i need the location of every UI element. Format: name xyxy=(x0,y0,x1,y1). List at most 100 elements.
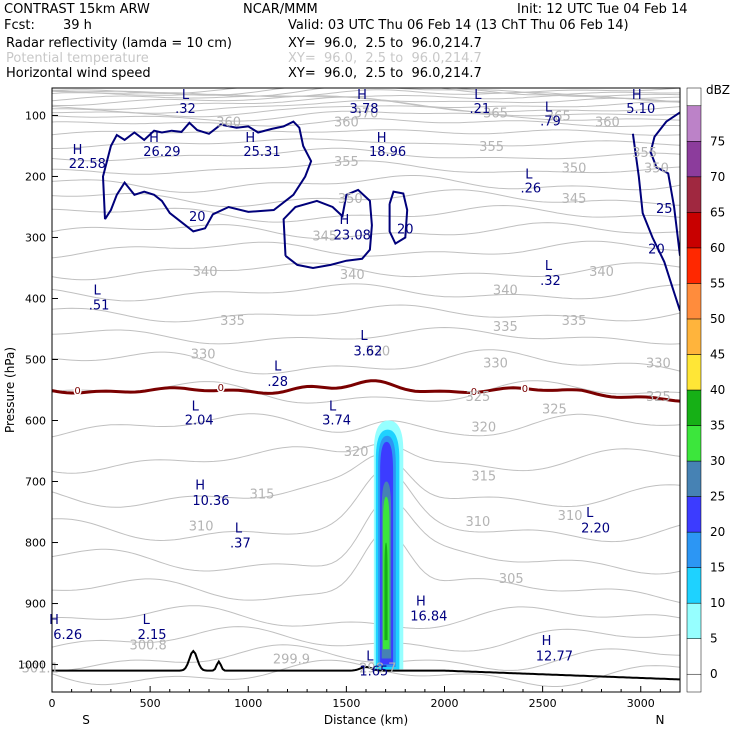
init-time: Init: 12 UTC Tue 04 Feb 14 xyxy=(517,2,688,17)
field-1-xy: XY= 96.0, 2.5 to 96.0,214.7 xyxy=(288,36,482,51)
colorbar-label: 5 xyxy=(710,632,718,646)
theta-label: 360 xyxy=(216,116,241,131)
theta-label: 345 xyxy=(312,230,337,245)
theta-label: 335 xyxy=(220,314,245,329)
chart-header: CONTRAST 15km ARW NCAR/MMM Init: 12 UTC … xyxy=(0,0,740,88)
fcst-value: 39 h xyxy=(63,18,92,33)
theta-label: 335 xyxy=(493,320,518,335)
wind-label: .79 xyxy=(540,114,561,129)
wind-label: 22.58 xyxy=(69,157,106,172)
y-tick-label: 900 xyxy=(25,598,46,611)
terrain-line xyxy=(52,649,680,681)
theta-contour xyxy=(52,413,680,438)
wind-label: H xyxy=(49,613,59,628)
org-label: NCAR/MMM xyxy=(243,2,318,17)
theta-label: 310 xyxy=(465,515,490,530)
colorbar-swatch xyxy=(686,247,702,284)
colorbar-swatch xyxy=(686,673,702,693)
theta-contours xyxy=(52,88,680,687)
zero-contour-label: 0 xyxy=(74,386,80,397)
theta-contour xyxy=(52,605,680,630)
theta-contour xyxy=(52,110,680,122)
reflectivity-band xyxy=(384,542,388,641)
y-tick-label: 700 xyxy=(25,476,46,489)
theta-label: 340 xyxy=(589,265,614,280)
colorbar-swatch xyxy=(686,389,702,426)
wind-label: .28 xyxy=(267,375,288,390)
wind-label: .51 xyxy=(89,299,110,314)
colorbar-swatch xyxy=(686,567,702,604)
wind-label: L xyxy=(586,506,594,521)
wind-label: L xyxy=(192,399,200,414)
colorbar-label: 10 xyxy=(710,596,725,610)
theta-label: 320 xyxy=(471,421,496,436)
theta-contour xyxy=(52,453,680,508)
zero-contour-label: 0 xyxy=(218,383,224,394)
y-tick-label: 600 xyxy=(25,415,46,428)
wind-label: 20 xyxy=(397,222,414,237)
theta-label: 340 xyxy=(493,283,518,298)
wind-label: L xyxy=(474,88,482,103)
theta-label: 315 xyxy=(250,488,275,503)
wind-label: H xyxy=(245,131,255,146)
wind-label: H xyxy=(73,143,83,158)
y-tick-label: 800 xyxy=(25,537,46,550)
theta-label: 330 xyxy=(191,347,216,362)
colorbar-swatch xyxy=(686,283,702,320)
theta-label: 355 xyxy=(479,140,504,155)
theta-label: 370 xyxy=(354,106,379,121)
theta-contour xyxy=(52,443,680,474)
wind-label: H xyxy=(357,88,367,103)
field-1-name: Radar reflectivity (lamda = 10 cm) xyxy=(6,36,232,51)
fcst-label: Fcst: xyxy=(4,18,35,33)
theta-contour xyxy=(52,498,680,575)
wind-label: 18.96 xyxy=(369,145,406,160)
wind-label: H xyxy=(416,594,426,609)
y-tick-label: 300 xyxy=(25,231,46,244)
field-3-name: Horizontal wind speed xyxy=(6,66,151,81)
zero-contour-label: 0 xyxy=(471,387,477,398)
x-tick-label: 3000 xyxy=(627,697,655,710)
y-tick-label: 400 xyxy=(25,292,46,305)
colorbar-swatch xyxy=(686,105,702,142)
theta-label: 330 xyxy=(365,344,390,359)
wind-label: L xyxy=(329,399,337,414)
y-axis-label: Pressure (hPa) xyxy=(3,347,17,433)
theta-contour xyxy=(52,88,680,96)
colorbar: 0 5 10 15 20 25 30 35 40 45 50 55 60 65 70 75 xyxy=(686,87,725,693)
x-tick-label: 1500 xyxy=(332,697,360,710)
theta-label: 360 xyxy=(334,116,359,131)
x-tick-label: 0 xyxy=(49,697,56,710)
theta-contour xyxy=(52,147,680,162)
theta-contour xyxy=(52,138,680,149)
wind-label: 25 xyxy=(656,202,673,217)
wind-label: 2.04 xyxy=(185,413,214,428)
theta-label: 325 xyxy=(646,390,671,405)
theta-contour xyxy=(52,468,680,543)
theta-label: 365 xyxy=(546,109,571,124)
colorbar-swatch xyxy=(686,460,702,497)
colorbar-label: 45 xyxy=(710,347,725,361)
theta-contour xyxy=(52,95,680,106)
theta-contour xyxy=(52,222,680,240)
wind-label: L xyxy=(274,360,282,375)
wind-label: 25.31 xyxy=(243,145,280,160)
wind-label: 10.36 xyxy=(192,494,229,509)
theta-contour xyxy=(52,175,680,193)
wind-label: 23.08 xyxy=(334,228,371,243)
theta-label: 325 xyxy=(542,402,567,417)
wind-label: 3.62 xyxy=(353,344,382,359)
wind-label: L xyxy=(545,100,553,115)
theta-contour xyxy=(52,96,680,110)
wind-contour-20-upper-left xyxy=(101,120,313,233)
valid-time: Valid: 03 UTC Thu 06 Feb 14 (13 ChT Thu … xyxy=(288,18,629,33)
colorbar-swatch xyxy=(686,638,702,675)
theta-label: 345 xyxy=(562,192,587,207)
x-tick-label: 1000 xyxy=(234,697,262,710)
wind-label: H xyxy=(340,213,350,228)
colorbar-label: 20 xyxy=(710,525,725,539)
wind-contour-20-small xyxy=(388,190,409,246)
x-axis-left-end-label: S xyxy=(82,713,90,727)
